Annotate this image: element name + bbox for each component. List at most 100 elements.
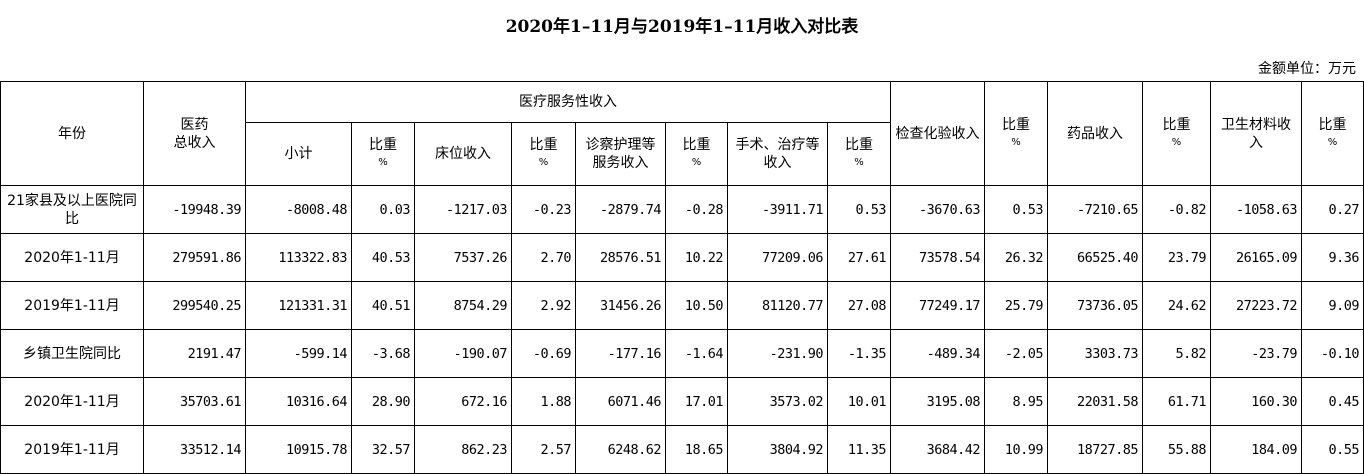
page-title: 2020年1–11月与2019年1–11月收入对比表 — [505, 17, 859, 37]
table-cell: 3573.02 — [727, 377, 828, 426]
header-total: 医药 总收入 — [143, 81, 246, 186]
table-cell: -3.68 — [351, 329, 415, 378]
table-cell: -0.69 — [511, 329, 576, 378]
table-cell: -0.28 — [665, 185, 728, 234]
table-cell: -0.10 — [1301, 329, 1364, 378]
header-drug: 药品收入 — [1047, 81, 1143, 186]
table-cell: 7537.26 — [414, 233, 512, 282]
header-bed-ratio: 比重% — [511, 122, 576, 186]
table-cell: 10.99 — [984, 425, 1048, 474]
table-cell: 1.88 — [511, 377, 576, 426]
header-diagnosis: 诊察护理等服务收入 — [575, 122, 666, 186]
table-cell: 2191.47 — [143, 329, 246, 378]
table-cell: 40.53 — [351, 233, 415, 282]
table-cell: 6071.46 — [575, 377, 666, 426]
table-cell: 184.09 — [1210, 425, 1302, 474]
table-cell: -1.35 — [827, 329, 891, 378]
table-cell: 26165.09 — [1210, 233, 1302, 282]
income-comparison-table: 年份 医药 总收入 医疗服务性收入 检查化验收入 比重% 药品收入 比重% 卫生… — [0, 81, 1364, 474]
table-cell: -2.05 — [984, 329, 1048, 378]
row-label: 2020年1-11月 — [0, 377, 144, 426]
table-cell: -231.90 — [727, 329, 828, 378]
row-label: 2020年1-11月 — [0, 233, 144, 282]
table-row: 21家县及以上医院同比 -19948.39 -8008.48 0.03 -1217.03… — [0, 185, 1364, 234]
table-cell: -0.23 — [511, 185, 576, 234]
table-cell: 61.71 — [1142, 377, 1211, 426]
table-cell: -1217.03 — [414, 185, 512, 234]
table-cell: 8754.29 — [414, 281, 512, 330]
table-cell: -1058.63 — [1210, 185, 1302, 234]
table-row: 乡镇卫生院同比 2191.47 -599.14 -3.68 -190.07 -0.69 -1… — [0, 329, 1364, 378]
table-cell: 160.30 — [1210, 377, 1302, 426]
table-cell: 28576.51 — [575, 233, 666, 282]
header-exam: 检查化验收入 — [890, 81, 985, 186]
table-cell: 73736.05 — [1047, 281, 1143, 330]
table-cell: -8008.48 — [245, 185, 352, 234]
table-cell: 32.57 — [351, 425, 415, 474]
header-subtotal-ratio: 比重% — [351, 122, 415, 186]
table-cell: 77249.17 — [890, 281, 985, 330]
table-cell: -1.64 — [665, 329, 728, 378]
table-cell: -0.82 — [1142, 185, 1211, 234]
table-cell: 10.22 — [665, 233, 728, 282]
table-cell: 5.82 — [1142, 329, 1211, 378]
table-cell: 22031.58 — [1047, 377, 1143, 426]
table-cell: 55.88 — [1142, 425, 1211, 474]
table-cell: 28.90 — [351, 377, 415, 426]
table-cell: 66525.40 — [1047, 233, 1143, 282]
table-cell: -3670.63 — [890, 185, 985, 234]
table-cell: 73578.54 — [890, 233, 985, 282]
table-cell: 3195.08 — [890, 377, 985, 426]
table-cell: 11.35 — [827, 425, 891, 474]
table-cell: 17.01 — [665, 377, 728, 426]
table-cell: 672.16 — [414, 377, 512, 426]
table-cell: 10915.78 — [245, 425, 352, 474]
table-cell: 0.55 — [1301, 425, 1364, 474]
table-cell: 862.23 — [414, 425, 512, 474]
table-cell: -599.14 — [245, 329, 352, 378]
row-label: 2019年1-11月 — [0, 425, 144, 474]
header-service-group: 医疗服务性收入 — [245, 81, 891, 123]
header-material: 卫生材料收入 — [1210, 81, 1302, 186]
table-cell: 10.50 — [665, 281, 728, 330]
table-cell: 33512.14 — [143, 425, 246, 474]
header-diagnosis-ratio: 比重% — [665, 122, 728, 186]
table-cell: 31456.26 — [575, 281, 666, 330]
table-cell: 3303.73 — [1047, 329, 1143, 378]
table-cell: 2.57 — [511, 425, 576, 474]
header-drug-ratio: 比重% — [1142, 81, 1211, 186]
table-cell: 3804.92 — [727, 425, 828, 474]
table-cell: 3684.42 — [890, 425, 985, 474]
table-cell: -489.34 — [890, 329, 985, 378]
table-cell: -3911.71 — [727, 185, 828, 234]
table-row: 2020年1-11月 35703.61 10316.64 28.90 672.16 1.8… — [0, 377, 1364, 426]
table-cell: -190.07 — [414, 329, 512, 378]
table-cell: 121331.31 — [245, 281, 352, 330]
table-row: 2019年1-11月 33512.14 10915.78 32.57 862.23 2.5… — [0, 425, 1364, 474]
table-cell: 8.95 — [984, 377, 1048, 426]
header-surgery: 手术、治疗等收入 — [727, 122, 828, 186]
table-cell: 23.79 — [1142, 233, 1211, 282]
table-cell: 35703.61 — [143, 377, 246, 426]
table-cell: 18.65 — [665, 425, 728, 474]
table-cell: 2.70 — [511, 233, 576, 282]
row-label: 21家县及以上医院同比 — [0, 185, 144, 234]
row-label: 乡镇卫生院同比 — [0, 329, 144, 378]
table-cell: 6248.62 — [575, 425, 666, 474]
table-cell: 10.01 — [827, 377, 891, 426]
header-year: 年份 — [0, 81, 144, 186]
table-cell: -23.79 — [1210, 329, 1302, 378]
table-cell: 27.61 — [827, 233, 891, 282]
table-cell: -177.16 — [575, 329, 666, 378]
header-exam-ratio: 比重% — [984, 81, 1048, 186]
table-cell: 0.53 — [827, 185, 891, 234]
table-cell: 40.51 — [351, 281, 415, 330]
header-material-ratio: 比重% — [1301, 81, 1364, 186]
table-cell: 113322.83 — [245, 233, 352, 282]
table-cell: 18727.85 — [1047, 425, 1143, 474]
table-cell: 27223.72 — [1210, 281, 1302, 330]
table-cell: 9.36 — [1301, 233, 1364, 282]
table-cell: 26.32 — [984, 233, 1048, 282]
table-cell: 2.92 — [511, 281, 576, 330]
table-cell: 81120.77 — [727, 281, 828, 330]
